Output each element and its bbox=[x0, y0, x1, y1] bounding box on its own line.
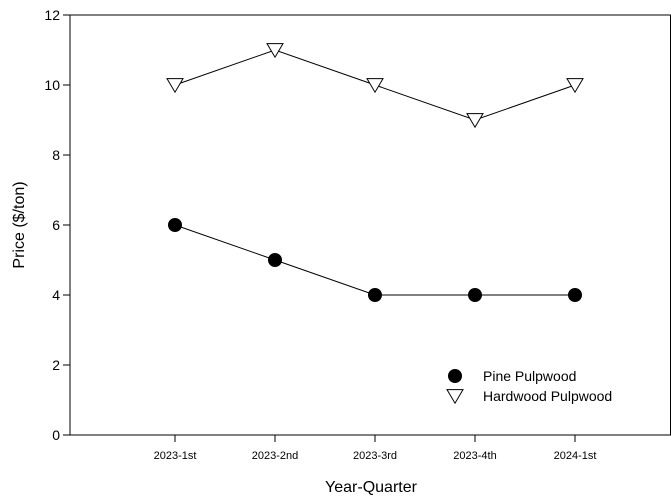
x-axis-title: Year-Quarter bbox=[325, 479, 418, 496]
y-axis-title: Price ($/ton) bbox=[11, 181, 28, 268]
series-line bbox=[174, 224, 575, 296]
y-tick-label: 12 bbox=[44, 7, 60, 23]
legend-marker bbox=[448, 369, 462, 383]
y-axis: 0 2 4 6 8 10 12 bbox=[44, 7, 70, 443]
data-point bbox=[468, 288, 482, 302]
data-point bbox=[566, 78, 584, 94]
plot-frame bbox=[69, 14, 671, 436]
x-tick-label: 2023-4th bbox=[453, 450, 496, 462]
series-2 bbox=[166, 43, 584, 129]
data-point bbox=[268, 253, 282, 267]
series-layer bbox=[166, 43, 584, 302]
x-tick-label: 2023-1st bbox=[154, 450, 197, 462]
y-tick-label: 2 bbox=[52, 357, 60, 373]
x-tick-label: 2023-2nd bbox=[252, 450, 299, 462]
legend-marker bbox=[446, 389, 464, 405]
data-point bbox=[466, 113, 484, 129]
plot-border bbox=[69, 14, 671, 436]
x-axis: 2023-1st 2023-2nd 2023-3rd 2023-4th 2024-1st bbox=[154, 435, 597, 462]
data-point bbox=[568, 288, 582, 302]
y-tick-label: 0 bbox=[52, 427, 60, 443]
legend-label: Pine Pulpwood bbox=[483, 368, 576, 384]
legend: Pine Pulpwood Hardwood Pulpwood bbox=[446, 368, 612, 405]
y-tick-label: 8 bbox=[52, 147, 60, 163]
data-point bbox=[168, 218, 182, 232]
data-point bbox=[166, 78, 184, 94]
y-tick-label: 10 bbox=[44, 77, 60, 93]
y-tick-label: 4 bbox=[52, 287, 60, 303]
x-tick-label: 2024-1st bbox=[554, 450, 597, 462]
data-point bbox=[266, 43, 284, 59]
data-point bbox=[366, 78, 384, 94]
legend-label: Hardwood Pulpwood bbox=[483, 388, 612, 404]
series-1 bbox=[168, 218, 582, 302]
data-point bbox=[368, 288, 382, 302]
x-tick-label: 2023-3rd bbox=[353, 450, 397, 462]
y-tick-label: 6 bbox=[52, 217, 60, 233]
